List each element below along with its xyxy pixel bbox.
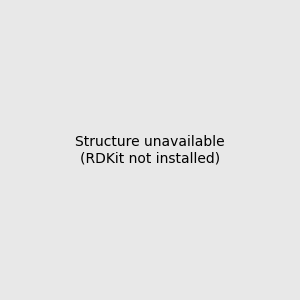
- Text: Structure unavailable
(RDKit not installed): Structure unavailable (RDKit not install…: [75, 135, 225, 165]
